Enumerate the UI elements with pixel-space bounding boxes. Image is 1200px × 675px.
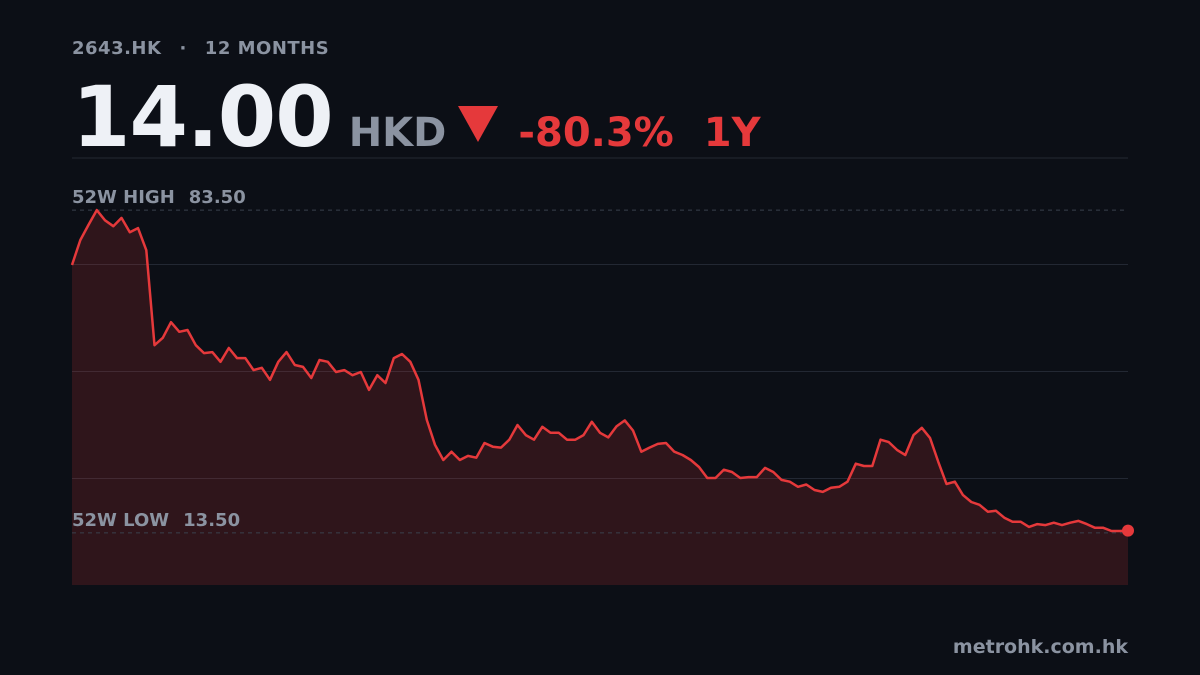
ticker: 2643.HK xyxy=(72,38,162,59)
low-value: 13.50 xyxy=(183,510,240,531)
low-label: 52W LOW 13.50 xyxy=(72,510,240,531)
down-arrow xyxy=(458,106,499,142)
change: -80.3% xyxy=(518,110,674,156)
source: metrohk.com.hk xyxy=(952,636,1128,658)
high-value: 83.50 xyxy=(189,187,246,208)
price: 14.00 xyxy=(72,68,334,166)
period: 12 MONTHS xyxy=(204,38,330,59)
low-label-text: 52W LOW xyxy=(72,510,169,531)
high-label-text: 52W HIGH xyxy=(72,187,175,208)
currency: HKD xyxy=(348,110,447,156)
range: 1Y xyxy=(703,110,761,156)
price-line xyxy=(70,208,1129,533)
last-point xyxy=(1122,524,1134,537)
separator: · xyxy=(179,38,187,59)
subtitle: 2643.HK · 12 MONTHS xyxy=(72,38,329,59)
area xyxy=(72,210,1128,585)
header: 14.00 HKD -80.3% 1Y xyxy=(72,68,761,166)
high-label: 52W HIGH 83.50 xyxy=(72,187,246,208)
